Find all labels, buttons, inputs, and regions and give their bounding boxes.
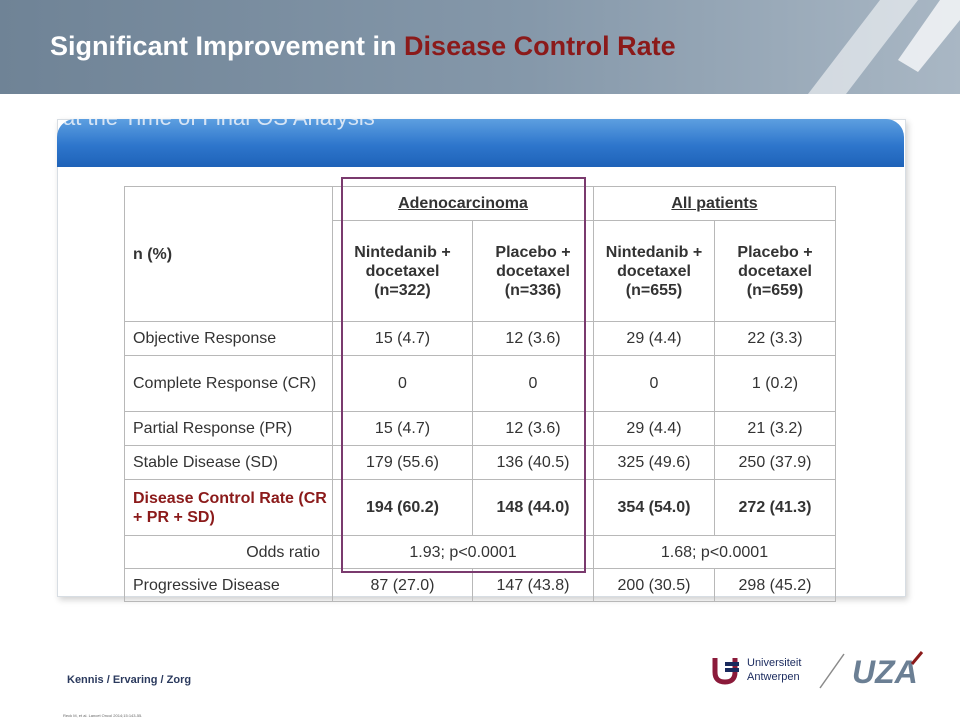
table-cell: 12 (3.6) — [472, 411, 594, 446]
footer-citation: Reck M, et al. Lancet Oncol 2014;15:143-… — [63, 713, 143, 718]
ua-line1: Universiteit — [747, 657, 802, 669]
table-row: Stable Disease (SD) 179 (55.6) 136 (40.5… — [124, 445, 836, 480]
odds-ratio-all: 1.68; p<0.0001 — [593, 535, 836, 569]
table-subheader-row: Nintedanib + docetaxel (n=322) Placebo +… — [125, 220, 836, 322]
university-antwerpen-logo: Universiteit Antwerpen — [711, 653, 821, 687]
table-header-row: n (%) Adenocarcinoma All patients — [124, 186, 836, 322]
group-adenocarcinoma: Adenocarcinoma — [332, 186, 594, 221]
table-cell: 0 — [472, 355, 594, 412]
title-text: Significant Improvement in — [50, 31, 405, 61]
n-percent-label: n (%) — [124, 186, 333, 322]
table-cell: 325 (49.6) — [593, 445, 715, 480]
table-cell: 12 (3.6) — [472, 321, 594, 356]
table-cell: 15 (4.7) — [332, 321, 473, 356]
title-highlight: Disease Control Rate — [404, 31, 676, 61]
row-label: Progressive Disease — [124, 568, 333, 602]
row-label: Disease Control Rate (CR + PR + SD) — [124, 479, 333, 536]
slide-header: Significant Improvement in Disease Contr… — [0, 0, 960, 94]
table-row-dcr: Disease Control Rate (CR + PR + SD) 194 … — [124, 479, 836, 536]
ua-line2: Antwerpen — [747, 671, 800, 683]
table-cell: 200 (30.5) — [593, 568, 715, 602]
uza-logo: UZA — [818, 650, 930, 690]
row-label: Stable Disease (SD) — [124, 445, 333, 480]
table-row: Objective Response 15 (4.7) 12 (3.6) 29 … — [124, 321, 836, 356]
table-cell: 179 (55.6) — [332, 445, 473, 480]
panel-title-bar: at the Time of Final OS Analysis — [57, 119, 904, 167]
ua-emblem-icon — [712, 658, 739, 685]
table-cell: 298 (45.2) — [714, 568, 836, 602]
panel-title: at the Time of Final OS Analysis — [63, 119, 375, 131]
table-cell: 354 (54.0) — [593, 479, 715, 536]
table-cell: 0 — [332, 355, 473, 412]
row-label: Partial Response (PR) — [124, 411, 333, 446]
uza-logo-text: UZA — [852, 654, 918, 690]
table-row: Progressive Disease 87 (27.0) 147 (43.8)… — [124, 568, 836, 602]
results-table: n (%) Adenocarcinoma All patients Ninted… — [124, 186, 836, 602]
col-header: Placebo + docetaxel (n=659) — [714, 220, 836, 322]
table-row: Complete Response (CR) 0 0 0 1 (0.2) — [124, 355, 836, 412]
table-cell: 250 (37.9) — [714, 445, 836, 480]
group-all-patients: All patients — [593, 186, 836, 221]
table-cell: 21 (3.2) — [714, 411, 836, 446]
col-header: Nintedanib + docetaxel (n=322) — [332, 220, 473, 322]
slide-title: Significant Improvement in Disease Contr… — [50, 31, 676, 62]
table-cell: 1 (0.2) — [714, 355, 836, 412]
table-cell: 194 (60.2) — [332, 479, 473, 536]
table-cell: 148 (44.0) — [472, 479, 594, 536]
odds-ratio-adeno: 1.93; p<0.0001 — [332, 535, 594, 569]
row-label: Complete Response (CR) — [124, 355, 333, 412]
header-decoration — [808, 0, 960, 94]
row-label: Objective Response — [124, 321, 333, 356]
odds-ratio-label: Odds ratio — [124, 535, 333, 569]
table-row-odds: Odds ratio 1.93; p<0.0001 1.68; p<0.0001 — [124, 535, 836, 569]
table-cell: 15 (4.7) — [332, 411, 473, 446]
table-cell: 0 — [593, 355, 715, 412]
col-header: Nintedanib + docetaxel (n=655) — [593, 220, 715, 322]
table-cell: 87 (27.0) — [332, 568, 473, 602]
uza-slash-icon: UZA — [819, 651, 924, 690]
footer-tagline: Kennis / Ervaring / Zorg — [67, 674, 192, 686]
col-header: Placebo + docetaxel (n=336) — [472, 220, 594, 322]
table-cell: 147 (43.8) — [472, 568, 594, 602]
table-cell: 136 (40.5) — [472, 445, 594, 480]
table-cell: 29 (4.4) — [593, 411, 715, 446]
table-cell: 272 (41.3) — [714, 479, 836, 536]
table-cell: 22 (3.3) — [714, 321, 836, 356]
table-cell: 29 (4.4) — [593, 321, 715, 356]
table-row: Partial Response (PR) 15 (4.7) 12 (3.6) … — [124, 411, 836, 446]
